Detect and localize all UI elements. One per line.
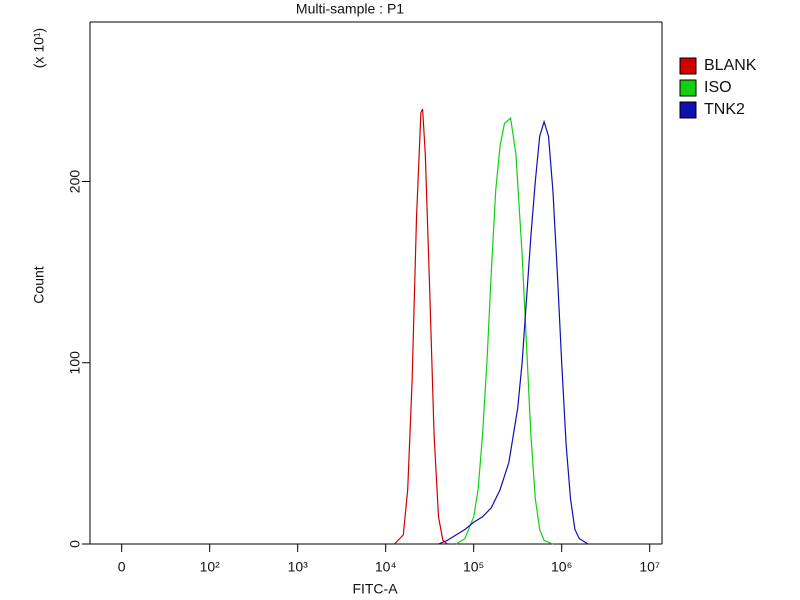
legend-label: BLANK [704, 57, 757, 74]
x-tick-label: 10⁷ [639, 559, 660, 575]
x-tick-label: 10⁵ [463, 559, 484, 575]
x-tick-label: 10⁴ [375, 559, 397, 575]
legend-label: TNK2 [704, 101, 745, 118]
x-tick-label: 10³ [288, 559, 309, 575]
series-line [455, 116, 554, 545]
x-axis-label: FITC-A [352, 581, 398, 597]
y-multiplier: (x 10¹) [31, 28, 47, 68]
y-axis-label: Count [31, 266, 47, 303]
x-tick-label: 10² [200, 559, 221, 575]
legend-swatch [679, 79, 697, 97]
y-tick-label: 100 [67, 351, 83, 375]
y-tick-label: 0 [67, 540, 83, 548]
x-tick-label: 0 [118, 559, 126, 575]
y-tick-label: 200 [67, 170, 83, 194]
legend-swatch [679, 57, 697, 75]
legend-label: ISO [704, 79, 732, 96]
legend-swatch [679, 101, 697, 119]
chart-title: Multi-sample : P1 [296, 1, 404, 17]
series-line [438, 119, 589, 545]
series-line [394, 108, 448, 545]
x-tick-label: 10⁶ [551, 559, 572, 575]
